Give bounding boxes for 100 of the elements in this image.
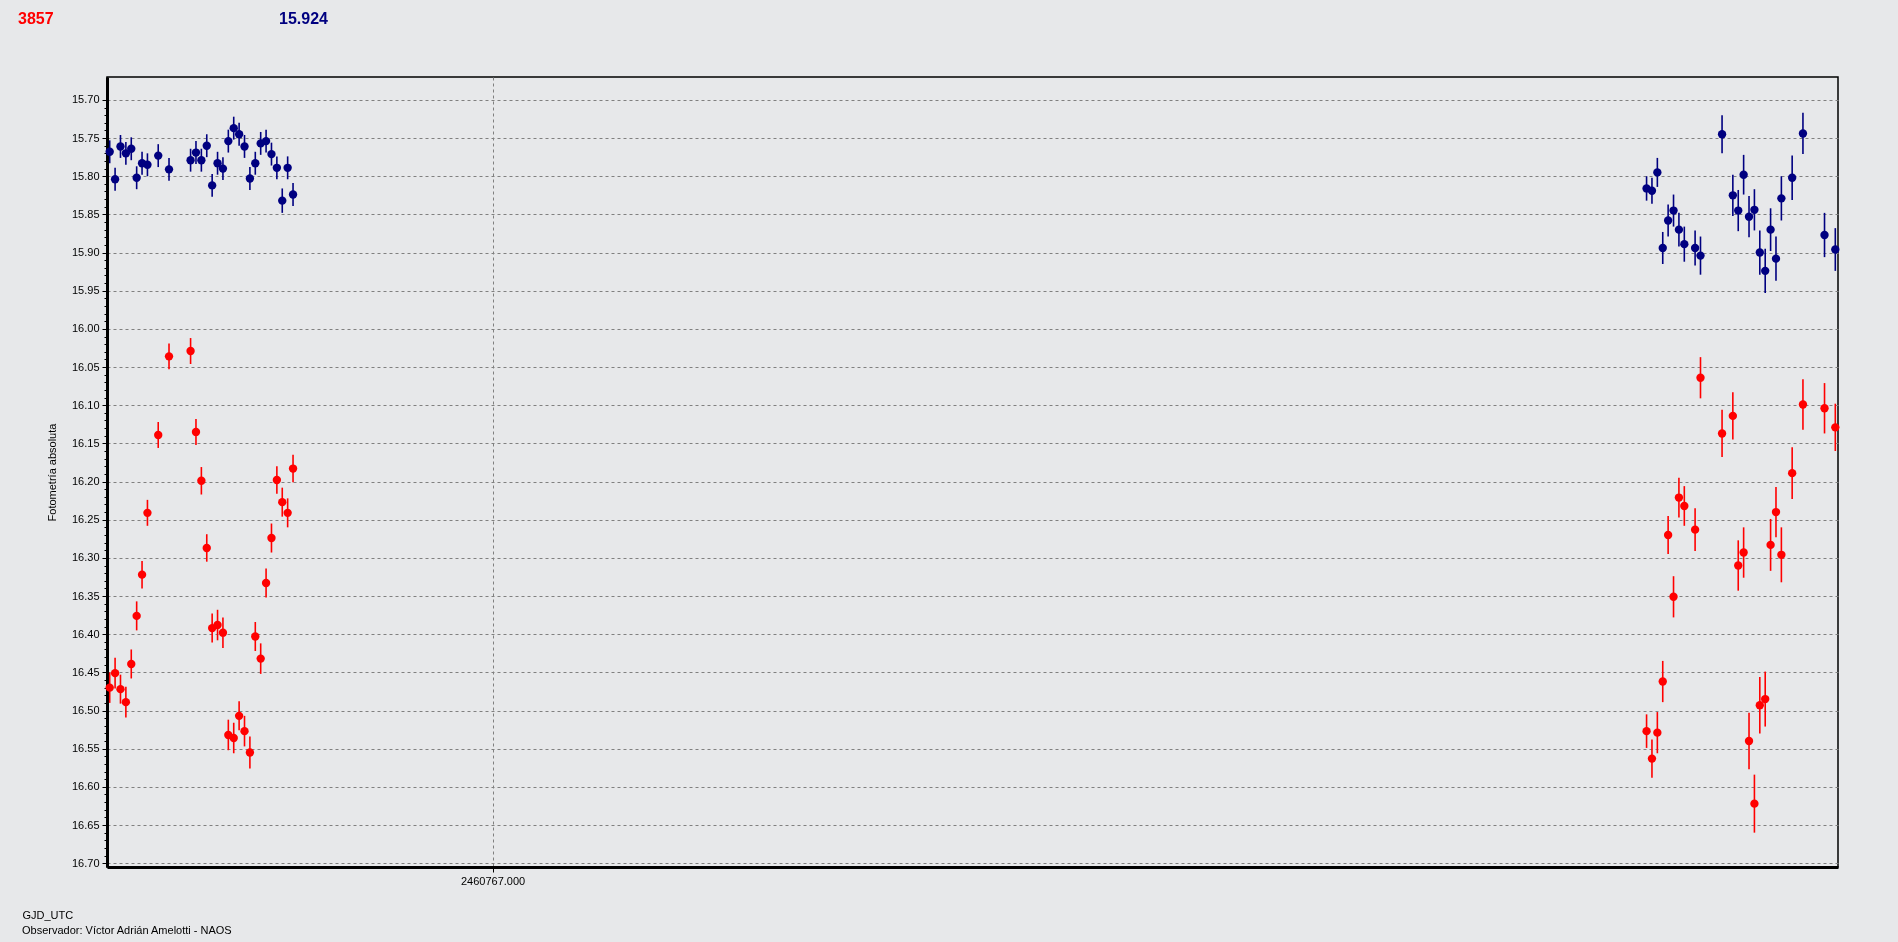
y-tick-label: 16.30	[71, 551, 100, 564]
point	[1680, 501, 1689, 511]
y-tick-label: 15.80	[71, 169, 100, 182]
point	[245, 174, 255, 183]
point	[197, 156, 206, 165]
point	[218, 164, 228, 173]
point	[1755, 248, 1764, 257]
point	[164, 165, 174, 174]
point	[1766, 225, 1775, 234]
point	[1831, 245, 1840, 254]
y-tick-label: 15.85	[71, 207, 100, 220]
point	[1647, 186, 1657, 195]
y-tick-label: 16.45	[71, 665, 100, 678]
point	[1744, 212, 1754, 221]
y-tick-label: 16.70	[71, 856, 100, 869]
point	[1771, 507, 1781, 517]
point	[1658, 243, 1667, 253]
y-tick-label: 16.10	[71, 398, 100, 411]
point	[234, 711, 244, 721]
point	[1717, 429, 1727, 438]
point	[202, 543, 211, 553]
point	[1696, 373, 1705, 382]
y-tick-label: 16.55	[71, 742, 100, 755]
point	[288, 190, 298, 199]
point	[1642, 726, 1651, 736]
point	[1771, 254, 1781, 263]
point	[191, 427, 201, 437]
point	[267, 533, 276, 543]
point	[1669, 592, 1678, 601]
point	[127, 144, 136, 153]
point	[1761, 266, 1770, 276]
y-tick-label: 15.70	[71, 93, 100, 106]
point	[1653, 728, 1662, 737]
point	[1690, 243, 1700, 253]
y-tick-label: 15.75	[71, 131, 100, 144]
point	[132, 173, 141, 182]
point	[1734, 561, 1743, 570]
point	[105, 147, 114, 156]
point	[1663, 530, 1673, 540]
point	[288, 464, 298, 473]
y-tick-label: 16.50	[71, 704, 100, 717]
point	[1717, 130, 1727, 139]
point	[116, 142, 125, 151]
x-axis-title: GJD_UTC	[22, 908, 74, 921]
point	[1787, 468, 1797, 478]
point	[261, 578, 271, 588]
point	[186, 346, 195, 356]
point	[1680, 239, 1689, 249]
y-axis-title: Fotometría absoluta	[45, 422, 58, 522]
point	[1653, 168, 1662, 177]
point	[1787, 173, 1797, 182]
point	[1690, 525, 1700, 534]
point	[283, 508, 292, 518]
point	[202, 141, 211, 150]
point	[278, 497, 287, 507]
text: Observador: Víctor Adrián Amelotti - NAOS	[22, 924, 232, 936]
point	[240, 142, 249, 151]
y-tick-label: 16.20	[71, 475, 100, 488]
point	[1658, 677, 1667, 686]
point	[143, 508, 152, 518]
x-tick-label: 2460767.000	[460, 874, 526, 887]
point	[1674, 225, 1684, 234]
point	[272, 475, 282, 485]
point	[1669, 206, 1678, 215]
point	[1820, 230, 1829, 240]
point	[224, 136, 233, 146]
y-tick-label: 16.35	[71, 589, 100, 602]
point	[1761, 694, 1770, 704]
y-tick-label: 16.60	[71, 780, 100, 793]
y-tick-label: 16.25	[71, 513, 100, 526]
point	[1831, 423, 1840, 432]
point	[251, 159, 260, 168]
point	[154, 151, 163, 160]
point	[164, 352, 174, 361]
point	[1739, 548, 1748, 557]
point	[197, 476, 206, 485]
point	[1755, 701, 1764, 710]
point	[191, 148, 201, 157]
point	[229, 733, 238, 743]
y-tick-label: 16.00	[71, 322, 100, 335]
y-tick-label: 16.05	[71, 360, 100, 373]
point	[127, 659, 136, 669]
point	[1663, 216, 1673, 225]
point	[1777, 194, 1786, 203]
text: 15.924	[279, 10, 329, 27]
y-tick-label: 16.40	[71, 627, 100, 640]
point	[229, 123, 238, 133]
point	[1728, 411, 1738, 421]
point	[1750, 799, 1759, 808]
point	[186, 156, 195, 165]
point	[278, 196, 287, 205]
point	[283, 163, 292, 173]
y-tick-label: 15.90	[71, 246, 100, 259]
point	[213, 620, 222, 630]
point	[110, 175, 120, 184]
point	[116, 684, 125, 694]
point	[234, 130, 244, 139]
point	[245, 748, 255, 757]
point	[1798, 129, 1808, 138]
y-tick-label: 16.15	[71, 436, 100, 449]
